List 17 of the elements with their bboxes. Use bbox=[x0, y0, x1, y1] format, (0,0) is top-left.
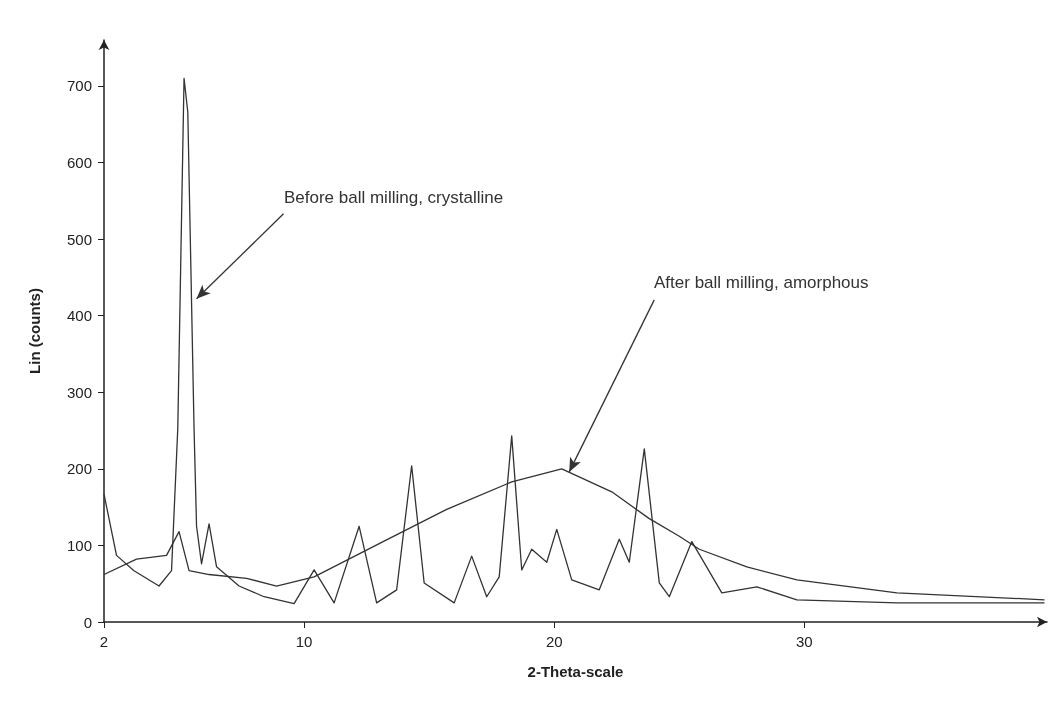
y-tick-label: 300 bbox=[66, 383, 92, 401]
y-tick-label: 100 bbox=[66, 536, 92, 554]
y-tick-label: 600 bbox=[66, 154, 92, 172]
y-tick-label: 700 bbox=[66, 77, 92, 95]
y-tick-label: 500 bbox=[66, 230, 92, 248]
x-tick-label: 30 bbox=[796, 633, 813, 650]
line-series bbox=[103, 77, 1046, 605]
x-axis-title: 2-Theta-scale bbox=[527, 663, 624, 680]
y-axis-title: Lin (counts) bbox=[26, 288, 43, 374]
annotation: Before ball milling, crystalline bbox=[283, 188, 504, 208]
annotation: After ball milling, amorphous bbox=[654, 273, 869, 293]
y-tick-label: 400 bbox=[66, 307, 92, 325]
x-tick-label: 2 bbox=[99, 633, 109, 650]
y-tick-label: 0 bbox=[83, 613, 92, 631]
x-tick-label: 10 bbox=[295, 633, 313, 650]
x-tick-label: 20 bbox=[545, 633, 563, 650]
y-tick-label: 200 bbox=[66, 460, 92, 478]
